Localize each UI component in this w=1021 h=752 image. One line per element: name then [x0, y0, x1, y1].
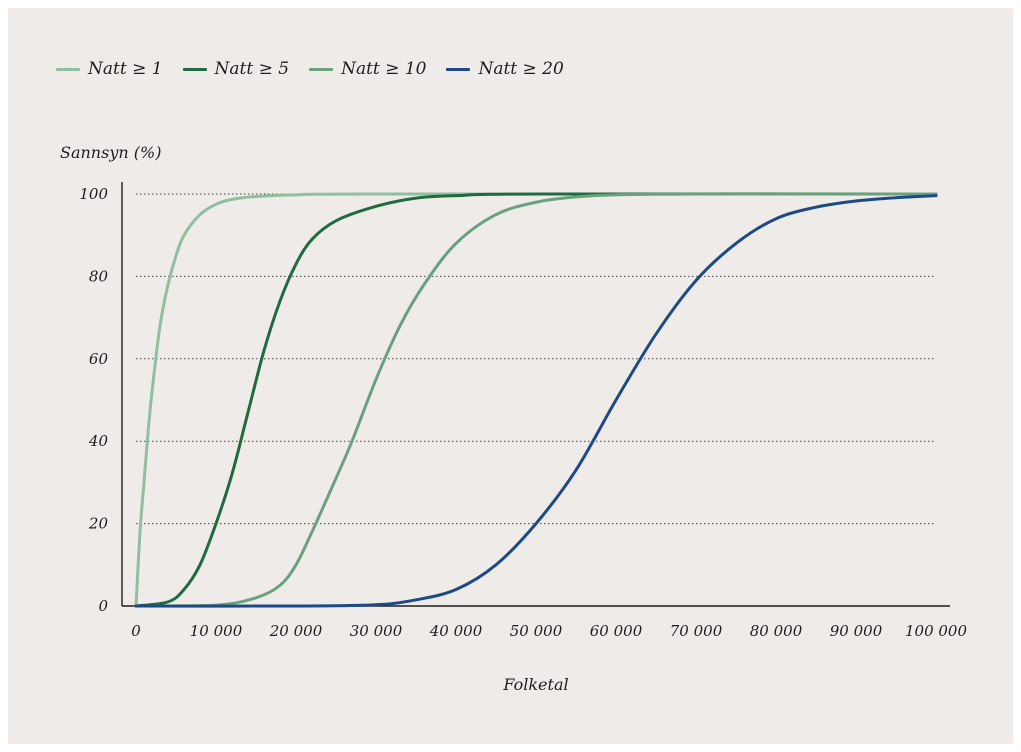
y-tick-label: 100 — [79, 185, 108, 203]
y-axis-label: Sannsyn (%) — [60, 143, 161, 162]
legend-item-natt-5: Natt ≥ 5 — [182, 59, 290, 79]
x-tick-label: 70 000 — [670, 622, 723, 640]
gridlines — [136, 193, 936, 525]
series-line-1 — [134, 192, 938, 608]
legend-swatch-natt-1 — [56, 67, 80, 71]
y-tick-label: 60 — [89, 350, 109, 368]
legend: Natt ≥ 1 Natt ≥ 5 Natt ≥ 10 Natt ≥ 20 — [56, 52, 584, 86]
legend-swatch-natt-10 — [309, 67, 334, 71]
legend-item-natt-20: Natt ≥ 20 — [446, 59, 564, 79]
y-tick-label: 40 — [88, 432, 109, 450]
y-tick-labels: 0 20 40 60 80 100 — [79, 185, 108, 615]
legend-label-natt-20: Natt ≥ 20 — [478, 59, 564, 79]
series-line-4 — [134, 194, 938, 608]
x-tick-label: 50 000 — [510, 622, 563, 640]
series-line-3 — [134, 192, 938, 608]
x-tick-label: 0 — [131, 622, 141, 640]
series-lines — [134, 192, 938, 608]
x-tick-label: 20 000 — [269, 622, 323, 640]
series-line-2 — [134, 192, 938, 608]
legend-item-natt-1: Natt ≥ 1 — [56, 59, 163, 79]
legend-label-natt-5: Natt ≥ 5 — [214, 59, 290, 79]
x-tick-label: 80 000 — [750, 622, 803, 640]
legend-swatch-natt-20 — [446, 67, 471, 71]
chart-panel — [8, 8, 1013, 744]
legend-label-natt-1: Natt ≥ 1 — [88, 59, 163, 79]
y-tick-label: 20 — [88, 515, 109, 533]
y-tick-label: 0 — [98, 597, 108, 615]
x-tick-labels: 0 10 000 20 000 30 000 40 000 50 000 60 000 70 … — [131, 622, 967, 640]
y-tick-label: 80 — [89, 267, 109, 285]
legend-swatch-natt-5 — [182, 67, 207, 71]
x-tick-label: 10 000 — [190, 622, 243, 640]
x-tick-label: 90 000 — [830, 622, 883, 640]
x-tick-label: 30 000 — [350, 622, 403, 640]
x-tick-label: 60 000 — [590, 622, 643, 640]
x-axis-label: Folketal — [502, 675, 568, 694]
axes — [121, 182, 950, 607]
x-tick-label: 40 000 — [429, 622, 483, 640]
legend-item-natt-10: Natt ≥ 10 — [309, 59, 426, 79]
x-tick-label: 100 000 — [905, 622, 967, 640]
legend-label-natt-10: Natt ≥ 10 — [341, 59, 427, 79]
